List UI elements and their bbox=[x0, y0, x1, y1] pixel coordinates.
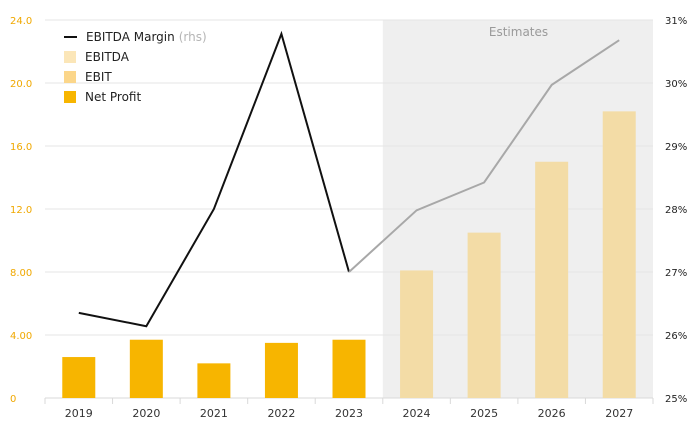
bar-net-profit bbox=[602, 111, 636, 398]
y-right-tick-label: 29% bbox=[665, 142, 687, 153]
bar-net-profit bbox=[332, 339, 366, 398]
y-left-tick-label: 24.0 bbox=[10, 16, 32, 27]
y-right-tick-label: 26% bbox=[665, 331, 687, 342]
x-tick-label: 2020 bbox=[132, 407, 160, 420]
bar-net-profit bbox=[264, 342, 298, 398]
x-tick-label: 2022 bbox=[267, 407, 295, 420]
legend-label: Net Profit bbox=[85, 90, 142, 104]
x-tick-label: 2024 bbox=[403, 407, 431, 420]
legend-item-ebitda: EBITDA bbox=[64, 47, 207, 67]
estimates-label: Estimates bbox=[488, 25, 549, 39]
y-left-tick-label: 16.0 bbox=[10, 142, 32, 153]
legend-item-net-profit: Net Profit bbox=[64, 87, 207, 107]
y-left-tick-label: 8.00 bbox=[10, 268, 32, 279]
y-left-tick-label: 0 bbox=[10, 394, 16, 405]
y-right-tick-label: 28% bbox=[665, 205, 687, 216]
y-right-tick-label: 31% bbox=[665, 16, 687, 27]
bar-net-profit bbox=[129, 339, 163, 398]
legend-swatch bbox=[64, 51, 76, 63]
x-tick-label: 2021 bbox=[200, 407, 228, 420]
y-left-tick-label: 4.00 bbox=[10, 331, 32, 342]
line-ebitda-margin-estimate bbox=[348, 39, 620, 273]
x-tick-label: 2023 bbox=[335, 407, 363, 420]
axes: 2019 2020 2021 2022 2023 2024 2025 2026 2027 0 4.0… bbox=[10, 16, 687, 420]
legend-rhs-note: (rhs) bbox=[178, 30, 207, 44]
bars bbox=[62, 111, 636, 398]
bar-net-profit bbox=[197, 363, 231, 398]
legend-item-ebit: EBIT bbox=[64, 67, 207, 87]
legend-swatch bbox=[64, 91, 76, 103]
legend-swatch bbox=[64, 71, 76, 83]
y-right-tick-label: 30% bbox=[665, 79, 687, 90]
bar-net-profit bbox=[535, 161, 569, 398]
bar-net-profit bbox=[400, 270, 434, 398]
bar-net-profit bbox=[62, 357, 96, 398]
y-left-tick-label: 12.0 bbox=[10, 205, 32, 216]
legend-swatch-line bbox=[64, 36, 77, 38]
legend: EBITDA Margin (rhs) EBITDA EBIT Net Prof… bbox=[64, 27, 207, 107]
legend-label: EBITDA Margin bbox=[86, 30, 175, 44]
x-tick-label: 2026 bbox=[538, 407, 566, 420]
y-right-tick-label: 25% bbox=[665, 394, 687, 405]
y-right-tick-label: 27% bbox=[665, 268, 687, 279]
x-tick-label: 2027 bbox=[605, 407, 633, 420]
legend-label: EBIT bbox=[85, 70, 112, 84]
line-ebitda-margin-actual bbox=[78, 30, 350, 328]
bar-net-profit bbox=[467, 232, 501, 398]
y-left-tick-label: 20.0 bbox=[10, 79, 32, 90]
x-tick-label: 2025 bbox=[470, 407, 498, 420]
legend-label: EBITDA bbox=[85, 50, 129, 64]
legend-item-ebitda-margin: EBITDA Margin (rhs) bbox=[64, 27, 207, 47]
x-tick-label: 2019 bbox=[65, 407, 93, 420]
margin-line bbox=[78, 30, 620, 328]
